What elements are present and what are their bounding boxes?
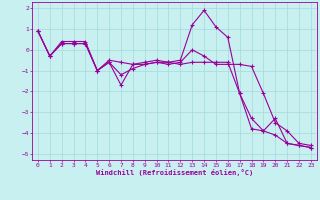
X-axis label: Windchill (Refroidissement éolien,°C): Windchill (Refroidissement éolien,°C) <box>96 169 253 176</box>
